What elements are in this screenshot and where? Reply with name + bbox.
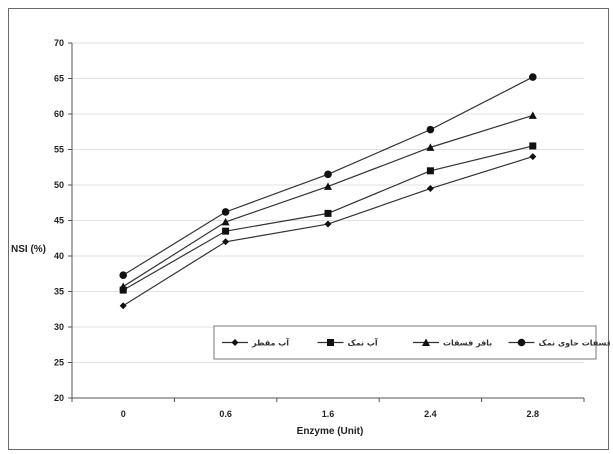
y-tick-label: 55 bbox=[54, 145, 64, 155]
y-tick-label: 45 bbox=[54, 216, 64, 226]
legend-label: آب نمک bbox=[348, 338, 378, 348]
data-point bbox=[529, 153, 537, 161]
data-point bbox=[221, 208, 230, 216]
legend-label: آب مقطر bbox=[251, 338, 289, 348]
data-point bbox=[324, 182, 332, 190]
data-point bbox=[119, 271, 127, 279]
data-point bbox=[324, 209, 332, 217]
x-tick-label: 2.4 bbox=[424, 409, 437, 419]
y-tick-label: 50 bbox=[54, 180, 64, 190]
data-point bbox=[528, 111, 537, 119]
y-axis-title: NSI (%) bbox=[11, 244, 46, 255]
y-tick-label: 35 bbox=[54, 287, 64, 297]
y-tick-label: 20 bbox=[54, 393, 64, 403]
y-tick-label: 30 bbox=[54, 322, 64, 332]
y-tick-label: 25 bbox=[54, 358, 64, 368]
y-tick-label: 40 bbox=[54, 251, 64, 261]
data-point bbox=[222, 238, 230, 246]
data-point bbox=[221, 217, 230, 226]
data-point bbox=[324, 170, 332, 179]
data-point bbox=[426, 185, 434, 193]
x-axis-title: Enzyme (Unit) bbox=[297, 426, 364, 437]
data-point bbox=[426, 143, 435, 151]
y-tick-label: 65 bbox=[54, 74, 64, 84]
data-point bbox=[529, 73, 537, 81]
legend-marker bbox=[231, 339, 239, 346]
x-tick-label: 1.6 bbox=[322, 409, 335, 419]
x-tick-label: 0 bbox=[121, 409, 126, 419]
data-point bbox=[529, 142, 537, 150]
legend-marker bbox=[327, 339, 334, 346]
data-point bbox=[119, 286, 127, 294]
legend-marker bbox=[517, 338, 526, 347]
data-point bbox=[426, 125, 435, 134]
legend-marker bbox=[422, 338, 430, 346]
data-point bbox=[426, 167, 434, 175]
x-tick-label: 0.6 bbox=[219, 409, 232, 419]
y-tick-label: 60 bbox=[54, 109, 64, 119]
x-tick-label: 2.8 bbox=[527, 409, 540, 419]
line-chart: 20 25 30 35 40 45 50 55 60 65 70 0 0.6 1.6 2.4 2.8 Enzym… bbox=[11, 38, 611, 437]
legend-label: بافر فسفات bbox=[443, 339, 492, 348]
chart-frame: 20 25 30 35 40 45 50 55 60 65 70 0 0.6 1.6 2.4 2.8 Enzym… bbox=[8, 8, 611, 450]
data-point bbox=[119, 282, 128, 291]
data-point bbox=[222, 227, 230, 235]
data-point bbox=[324, 220, 332, 228]
legend-label: بافر فسفات حاوی نمک bbox=[539, 339, 611, 348]
data-point bbox=[119, 302, 127, 310]
y-tick-label: 70 bbox=[54, 38, 64, 48]
